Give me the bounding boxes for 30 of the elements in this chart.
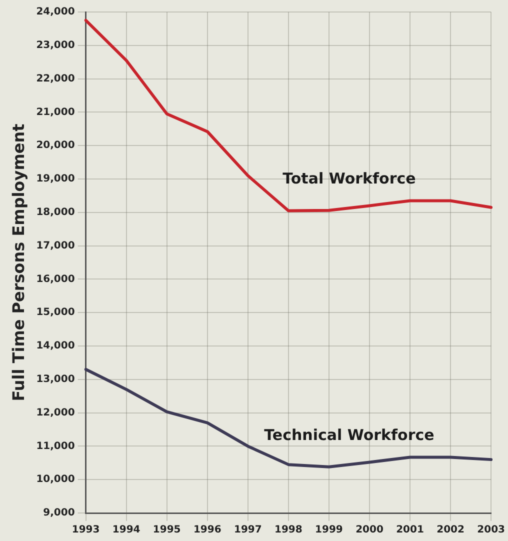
y-tick-label: 18,000 [36,206,75,218]
x-tick-label: 2002 [436,524,465,536]
x-tick-label: 2001 [396,524,424,536]
y-tick-label: 24,000 [36,6,75,18]
x-tick-label: 2003 [477,524,506,536]
series-label: Total Workforce [282,170,416,188]
y-tick-label: 9,000 [43,508,75,519]
x-tick-label: 2000 [356,524,384,536]
y-tick-label: 23,000 [36,40,75,51]
x-tick-label: 1997 [234,524,262,536]
series-label: Technical Workforce [264,426,434,444]
x-tick-label: 1995 [152,524,181,536]
x-tick-label: 1999 [315,524,343,536]
y-tick-label: 12,000 [36,407,75,418]
y-tick-label: 10,000 [36,474,75,486]
y-tick-label: 14,000 [36,340,75,352]
y-tick-label: 15,000 [36,307,75,318]
y-axis-title: Full Time Persons Employment [8,123,28,402]
y-tick-label: 16,000 [36,274,75,285]
x-tick-label: 1994 [112,524,140,536]
y-tick-label: 19,000 [36,174,75,185]
x-tick-label: 1993 [72,524,100,536]
y-tick-label: 21,000 [36,106,75,118]
y-tick-label: 11,000 [36,440,75,452]
y-tick-label: 22,000 [36,73,75,84]
x-tick-label: 1996 [193,524,222,536]
y-tick-label: 20,000 [36,140,75,152]
x-tick-label: 1998 [274,524,302,536]
y-tick-label: 13,000 [36,374,75,385]
y-tick-label: 17,000 [36,240,75,252]
